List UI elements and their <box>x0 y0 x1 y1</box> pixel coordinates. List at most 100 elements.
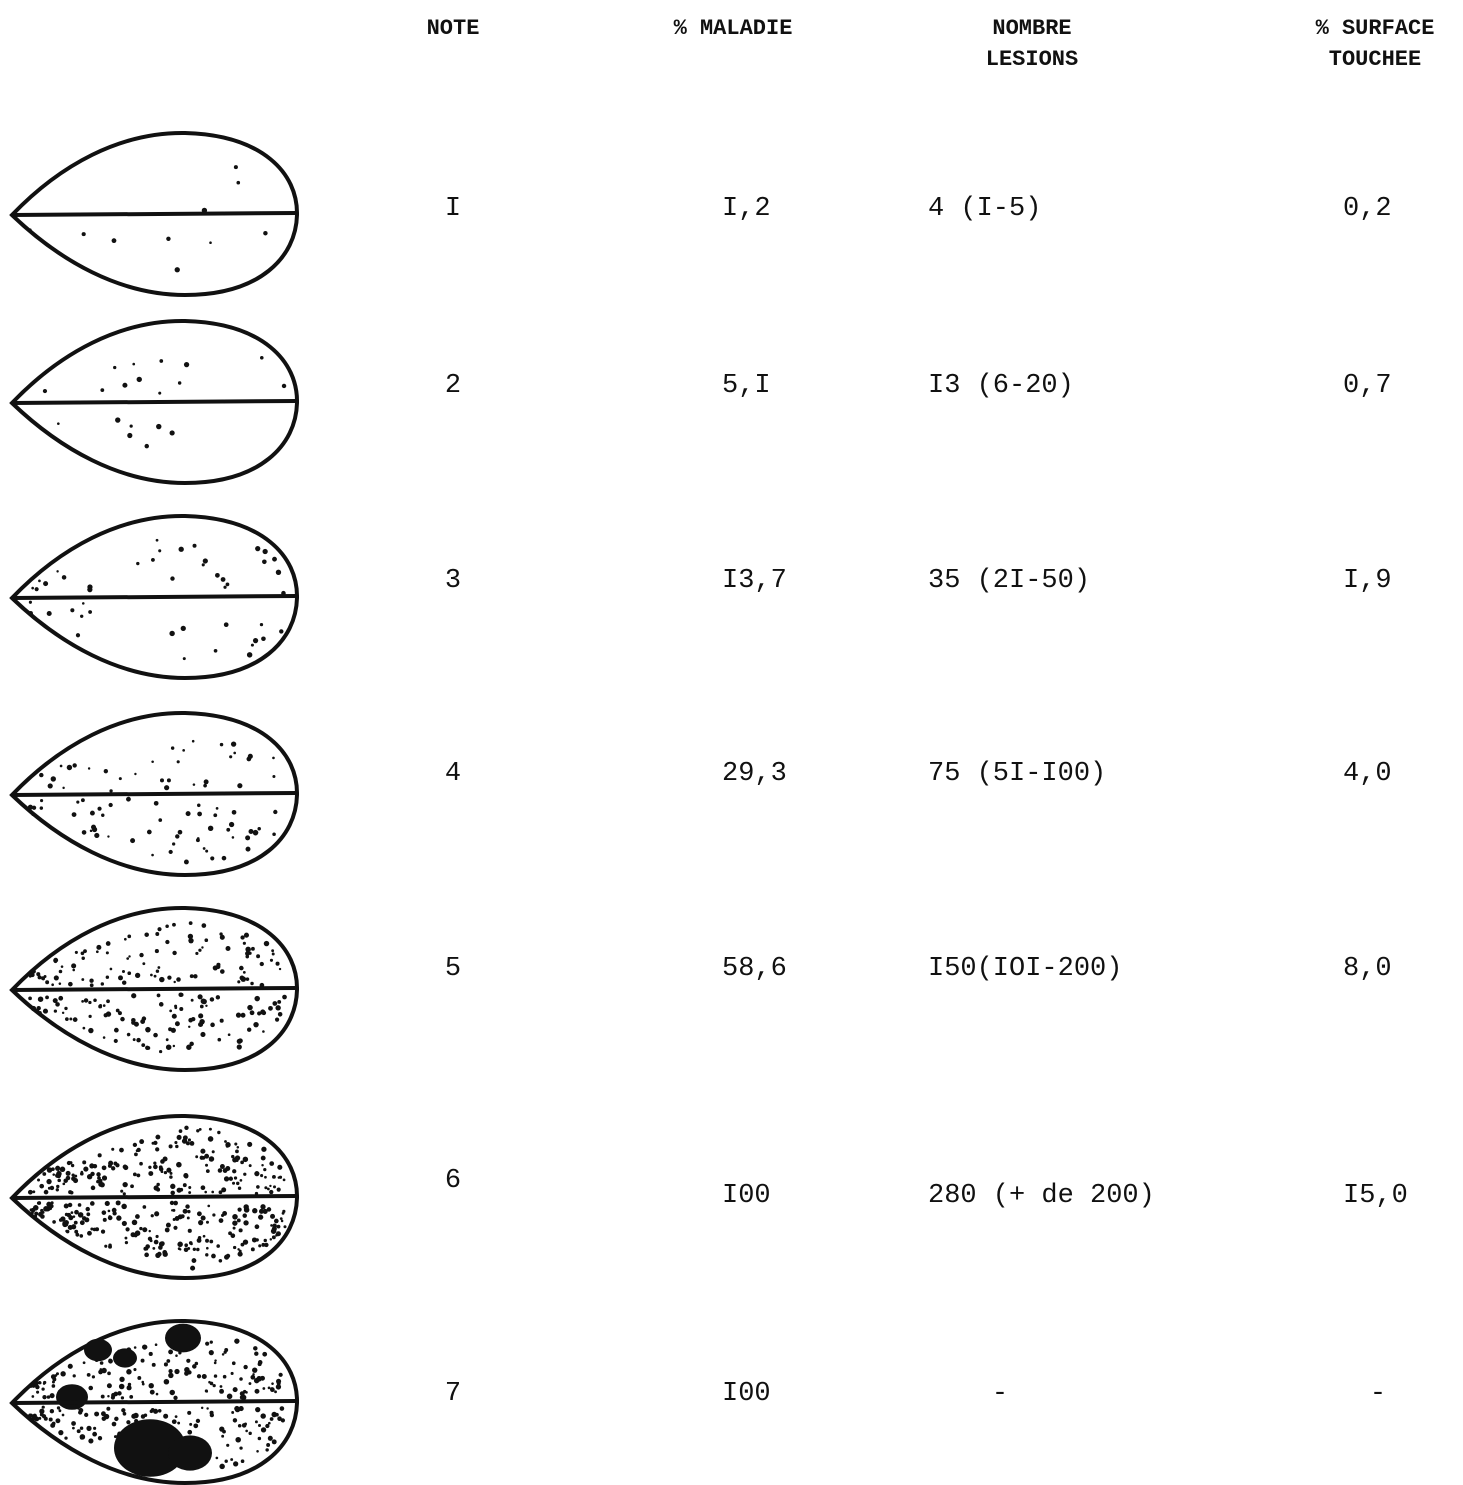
lesion-dot <box>236 1182 239 1185</box>
lesion-dot <box>181 626 186 631</box>
lesion-dot <box>252 1208 257 1213</box>
lesion-dot <box>265 1448 268 1451</box>
lesion-dot <box>259 1209 264 1214</box>
lesion-dot <box>147 830 152 835</box>
lesion-dot <box>238 1187 241 1190</box>
lesion-dot <box>119 777 122 780</box>
lesion-dot <box>35 587 39 591</box>
lesion-dot <box>112 1422 117 1427</box>
surface-percent: 8,0 <box>1343 954 1392 984</box>
lesion-dot <box>277 1165 282 1170</box>
lesion-dot <box>252 1237 257 1242</box>
lesion-dot <box>57 422 60 425</box>
lesion-dot <box>118 1011 122 1015</box>
lesion-dot <box>222 1211 227 1216</box>
lesion-dot <box>221 1435 224 1438</box>
lesion-dot <box>126 957 129 960</box>
lesion-dot <box>28 997 32 1001</box>
lesion-dot <box>198 1022 203 1027</box>
lesion-dot <box>73 1017 78 1022</box>
lesion-dot <box>125 1237 128 1240</box>
lesion-dot <box>203 1235 206 1238</box>
lesion-dot <box>234 165 238 169</box>
lesion-dot <box>203 784 207 788</box>
lesion-dot <box>145 1027 151 1033</box>
lesion-dot <box>151 1214 154 1217</box>
lesion-dot <box>226 828 230 832</box>
lesion-dot <box>261 1156 266 1161</box>
lesion-dot <box>241 1013 246 1018</box>
lesion-dot <box>229 1177 233 1181</box>
disease-percent: I00 <box>722 1379 771 1409</box>
lesion-dot <box>197 1374 201 1378</box>
lesion-dot <box>193 783 196 786</box>
lesion-dot <box>159 977 164 982</box>
lesion-dot <box>164 1379 170 1385</box>
lesion-dot <box>169 1010 172 1013</box>
lesion-dot <box>200 1005 204 1009</box>
lesion-dot <box>256 1450 259 1453</box>
lesion-dot <box>79 1234 83 1238</box>
lesion-dot <box>235 1407 240 1412</box>
lesion-dot <box>73 1374 76 1377</box>
lesion-dot <box>148 1237 152 1241</box>
disease-percent: 5,I <box>722 371 771 401</box>
lesion-dot <box>179 1007 183 1011</box>
lesion-dot <box>152 1247 155 1250</box>
lesion-count: 75 (5I-I00) <box>928 759 1106 789</box>
lesion-dot <box>163 1157 168 1162</box>
lesion-dot <box>237 1044 242 1049</box>
lesion-dot <box>81 951 85 955</box>
lesion-dot <box>260 1174 263 1177</box>
lesion-dot <box>201 1407 203 1409</box>
lesion-dot <box>154 1240 159 1245</box>
lesion-dot <box>237 1039 242 1044</box>
lesion-dot <box>141 1043 145 1047</box>
lesion-dot <box>223 586 226 589</box>
lesion-dot <box>100 388 104 392</box>
lesion-dot <box>172 1014 177 1019</box>
lesion-dot <box>251 947 255 951</box>
lesion-dot <box>182 749 185 752</box>
lesion-dot <box>279 629 283 633</box>
lesion-dot <box>132 1220 138 1226</box>
lesion-dot <box>198 1220 203 1225</box>
lesion-dot <box>28 228 31 231</box>
lesion-dot <box>32 1421 35 1424</box>
lesion-dot <box>270 1238 272 1240</box>
lesion-dot <box>210 1413 214 1417</box>
lesion-dot <box>164 785 169 790</box>
lesion-dot <box>189 1423 192 1426</box>
lesion-dot <box>279 1373 283 1377</box>
lesion-dot <box>61 965 64 968</box>
lesion-dot <box>133 1143 137 1147</box>
lesion-dot <box>276 570 281 575</box>
lesion-dot <box>209 241 212 244</box>
lesion-dot <box>122 1221 127 1226</box>
lesion-dot <box>187 1430 192 1435</box>
lesion-dot <box>109 789 112 792</box>
lesion-dot <box>121 1204 127 1210</box>
lesion-dot <box>242 1213 246 1217</box>
lesion-dot <box>31 813 34 816</box>
lesion-dot <box>222 1353 225 1356</box>
lesion-dot <box>65 1213 68 1216</box>
lesion-dot <box>156 539 159 542</box>
lesion-dot <box>151 1408 155 1412</box>
lesion-dot <box>42 1172 46 1176</box>
lesion-dot <box>43 1382 46 1385</box>
lesion-dot <box>31 1212 34 1215</box>
lesion-dot <box>229 755 232 758</box>
lesion-dot <box>282 384 286 388</box>
lesion-dot <box>132 363 135 366</box>
lesion-dot <box>93 1427 96 1430</box>
lesion-dot <box>192 1258 197 1263</box>
lesion-dot <box>145 1247 149 1251</box>
lesion-dot <box>68 1190 72 1194</box>
lesion-dot <box>48 1206 52 1210</box>
lesion-dot <box>205 1389 208 1392</box>
lesion-dot <box>252 1373 255 1376</box>
lesion-blotch <box>165 1324 201 1353</box>
lesion-dot <box>145 1046 149 1050</box>
lesion-dot <box>262 549 267 554</box>
